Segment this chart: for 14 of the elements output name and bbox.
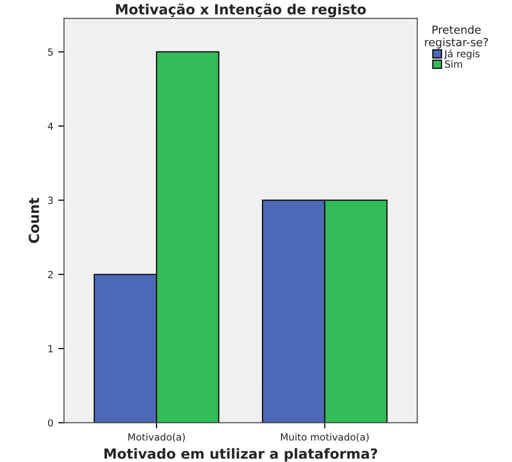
- y-axis-title: Count: [28, 198, 40, 243]
- y-tick-label: 3: [48, 196, 53, 204]
- chart-title: Motivação x Intenção de registo: [116, 4, 366, 18]
- y-tick-label: 0: [48, 419, 53, 427]
- y-tick-label: 1: [48, 345, 53, 352]
- legend-label: Já regis: [444, 49, 480, 60]
- legend-label: Sim: [445, 60, 462, 68]
- x-tick-label: Muito motivado(a): [281, 433, 369, 442]
- y-tick-label: 2: [48, 270, 53, 278]
- y-tick-label: 5: [48, 48, 53, 56]
- x-tick-label: Motivado(a): [128, 433, 185, 442]
- y-tick-label: 4: [48, 122, 54, 130]
- legend-title: Pretende registar-se?: [425, 25, 488, 48]
- x-axis-title: Motivado em utilizar a plataforma?: [104, 448, 378, 462]
